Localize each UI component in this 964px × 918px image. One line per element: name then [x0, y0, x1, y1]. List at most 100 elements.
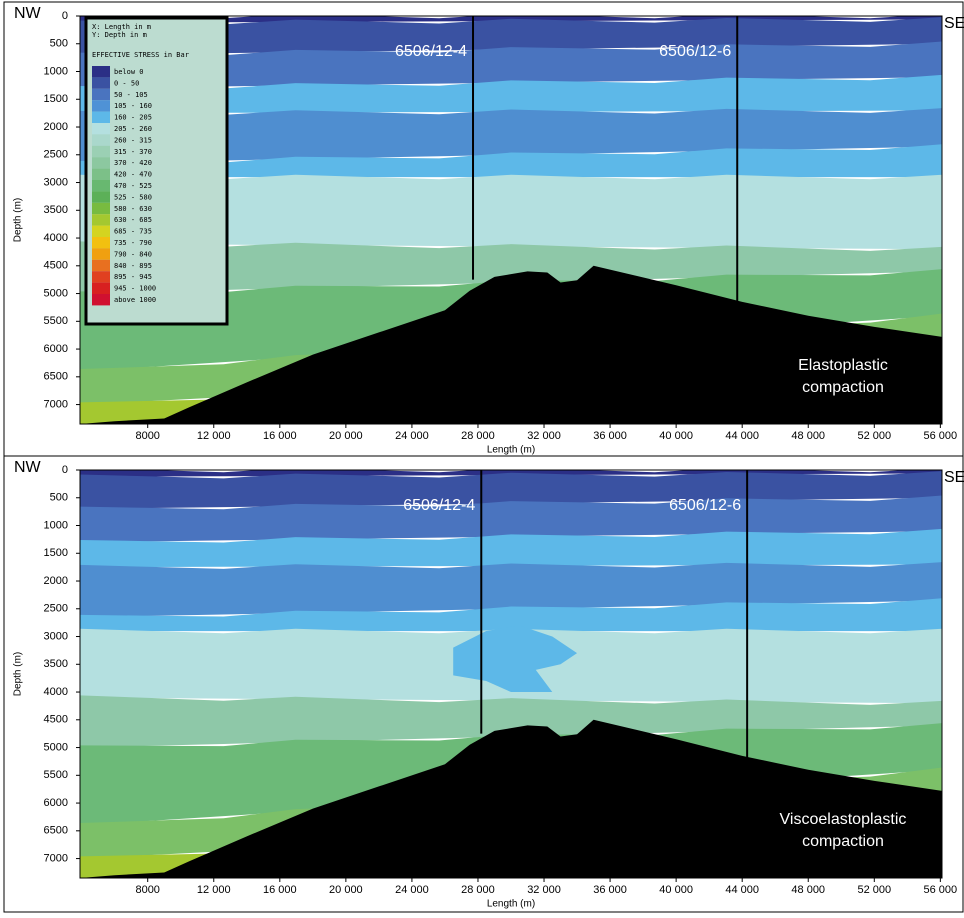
well-label: 6506/12-4 — [403, 497, 475, 514]
y-tick-label: 4000 — [44, 232, 68, 244]
plot-frame — [79, 15, 943, 425]
legend-entry: 315 - 370 — [114, 148, 152, 156]
x-tick-label: 16 000 — [263, 884, 297, 896]
legend-swatch — [92, 111, 110, 123]
legend-swatch — [92, 77, 110, 89]
x-tick-label: 8000 — [135, 884, 159, 896]
y-tick-label: 4000 — [44, 686, 68, 698]
legend-title: EFFECTIVE STRESS in Bar — [92, 51, 189, 59]
well-label: 6506/12-6 — [669, 497, 741, 514]
legend-entry: below 0 — [114, 68, 144, 76]
legend-swatch — [92, 180, 110, 192]
x-tick-label: 56 000 — [924, 430, 958, 442]
x-tick-label: 12 000 — [197, 884, 231, 896]
x-tick-label: 56 000 — [924, 884, 958, 896]
y-tick-label: 500 — [50, 38, 68, 50]
y-tick-label: 7000 — [44, 852, 68, 864]
legend-entry: 580 - 630 — [114, 205, 152, 213]
legend-entry: 420 - 470 — [114, 171, 152, 179]
y-tick-label: 6500 — [44, 371, 68, 383]
legend-entry: 735 - 790 — [114, 239, 152, 247]
y-tick-label: 3500 — [44, 204, 68, 216]
legend: X: Length in mY: Depth in m EFFECTIVE STR… — [84, 16, 229, 326]
x-tick-label: 16 000 — [263, 430, 297, 442]
legend-swatch — [92, 271, 110, 283]
legend-swatch — [92, 259, 110, 272]
y-tick-label: 3500 — [44, 658, 68, 670]
legend-swatch — [92, 88, 110, 101]
legend-entry: 50 - 105 — [114, 91, 148, 99]
x-tick-label: 52 000 — [857, 884, 891, 896]
y-axis-label: Depth (m) — [13, 198, 24, 242]
legend-entry: 945 - 1000 — [114, 285, 156, 293]
y-tick-label: 2500 — [44, 603, 68, 615]
y-tick-label: 5000 — [44, 287, 68, 299]
y-tick-label: 2000 — [44, 121, 68, 133]
y-tick-label: 6500 — [44, 825, 68, 837]
right-label: SE — [944, 469, 964, 486]
annotation: Viscoelastoplastic — [780, 811, 907, 828]
well-label: 6506/12-4 — [395, 43, 467, 60]
annotation: Elastoplastic — [798, 357, 888, 374]
legend-entry: 260 - 315 — [114, 136, 152, 144]
x-tick-label: 48 000 — [791, 884, 825, 896]
y-tick-label: 1500 — [44, 547, 68, 559]
legend-entry: 470 - 525 — [114, 182, 152, 190]
y-tick-label: 7000 — [44, 398, 68, 410]
y-tick-label: 5000 — [44, 741, 68, 753]
stress-layer — [80, 74, 942, 114]
basement — [80, 719, 942, 878]
y-tick-label: 2500 — [44, 149, 68, 161]
x-tick-label: 12 000 — [197, 430, 231, 442]
y-tick-label: 0 — [62, 464, 68, 476]
panel: 0 500 1000 1500 2000 2500 3000 3500 4000 4500 5000… — [3, 455, 964, 913]
legend-swatch — [92, 123, 110, 135]
legend-swatch — [92, 282, 110, 294]
panel: 0 500 1000 1500 2000 2500 3000 3500 4000 4500 5000… — [3, 1, 964, 459]
x-tick-label: 48 000 — [791, 430, 825, 442]
x-tick-label: 36 000 — [593, 884, 627, 896]
legend-swatch — [92, 191, 110, 203]
y-tick-label: 5500 — [44, 315, 68, 327]
y-tick-label: 1000 — [44, 519, 68, 531]
x-tick-label: 44 000 — [725, 430, 759, 442]
y-tick-label: 4500 — [44, 714, 68, 726]
left-label: NW — [14, 459, 42, 476]
x-tick-label: 40 000 — [659, 884, 693, 896]
basement — [80, 265, 942, 424]
stress-layer — [80, 695, 942, 748]
legend-swatch — [92, 214, 110, 226]
legend-entry: 525 - 580 — [114, 193, 152, 201]
y-tick-label: 6000 — [44, 343, 68, 355]
left-label: NW — [14, 5, 42, 22]
x-axis-label: Length (m) — [487, 899, 535, 910]
x-tick-label: 20 000 — [329, 884, 363, 896]
legend-swatch — [92, 157, 110, 169]
annotation: compaction — [802, 833, 884, 850]
y-axis-label: Depth (m) — [13, 652, 24, 696]
legend-swatch — [92, 225, 110, 237]
legend-swatch — [92, 248, 110, 260]
legend-entry: 105 - 160 — [114, 102, 152, 110]
legend-swatch — [92, 134, 110, 146]
stress-layer — [80, 174, 942, 250]
y-tick-label: 0 — [62, 10, 68, 22]
x-tick-label: 32 000 — [527, 430, 561, 442]
y-tick-label: 500 — [50, 492, 68, 504]
legend-entry: 790 - 840 — [114, 250, 152, 258]
x-tick-label: 36 000 — [593, 430, 627, 442]
legend-entry: above 1000 — [114, 296, 156, 304]
legend-note: Y: Depth in m — [92, 31, 147, 39]
legend-swatch — [92, 168, 110, 180]
x-tick-label: 24 000 — [395, 884, 429, 896]
legend-swatch — [92, 237, 110, 249]
legend-entry: 160 - 205 — [114, 114, 152, 122]
legend-entry: 840 - 895 — [114, 262, 152, 270]
legend-swatch — [92, 294, 110, 306]
x-tick-label: 28 000 — [461, 430, 495, 442]
legend-swatch — [92, 66, 110, 78]
x-tick-label: 44 000 — [725, 884, 759, 896]
legend-swatch — [92, 202, 110, 215]
y-tick-label: 5500 — [44, 769, 68, 781]
y-tick-label: 1000 — [44, 65, 68, 77]
